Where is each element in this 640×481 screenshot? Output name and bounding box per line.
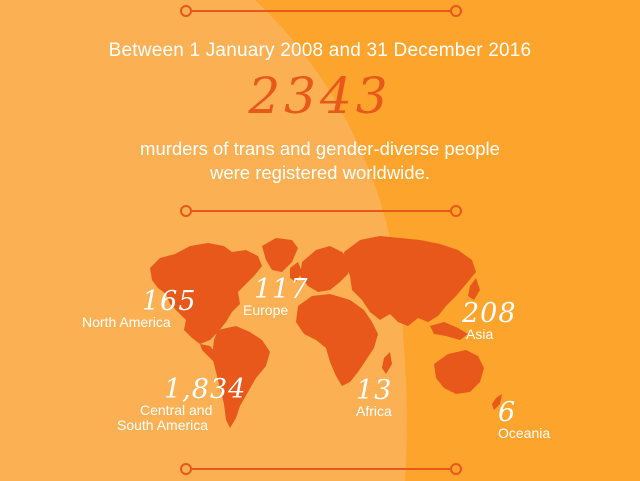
stat-europe: 117 Europe [243,274,344,318]
stat-count: 165 [142,286,197,317]
japan-shape [468,278,480,300]
stat-label: Asia [466,326,494,342]
asia-shape [344,236,476,326]
stat-count: 208 [462,298,517,329]
north-america-shape [150,243,262,344]
stat-label: Africa [356,403,392,419]
stat-count: 117 [254,274,309,305]
madagascar-shape [382,352,392,374]
greenland-shape [262,238,298,272]
stat-label-line-1: Central and [140,402,213,418]
stat-africa: 13 Africa [356,377,436,419]
south-america-shape [212,326,270,428]
bottom-divider [180,463,462,475]
stat-count: 1,834 [164,374,247,405]
stat-label-line-2: South America [117,417,209,433]
description-line-2: were registered worldwide. [209,162,431,183]
stat-asia: 208 Asia [462,300,552,342]
stat-count: 6 [498,397,517,428]
description: murders of trans and gender-diverse peop… [0,137,640,185]
total-murders-number: 2343 [248,67,392,125]
stat-oceania: 6 Oceania [498,399,578,441]
africa-shape [296,294,378,386]
new-zealand-shape [492,394,502,410]
australia-shape [434,350,484,394]
stat-label: North America [82,314,171,330]
uk-shape [290,262,302,282]
stat-label: Europe [243,302,289,318]
stat-label: Oceania [498,425,551,441]
headline: Between 1 January 2008 and 31 December 2… [108,40,532,61]
stat-north-america: 165 North America [82,286,272,330]
stat-central-south-america: 1,834 Central and South America [117,374,250,433]
top-divider [180,5,462,17]
middle-divider [180,205,462,217]
stat-count: 13 [356,375,393,406]
europe-shape [300,246,352,292]
se-asia-islands-shape [430,322,468,340]
description-line-1: murders of trans and gender-diverse peop… [140,138,500,159]
